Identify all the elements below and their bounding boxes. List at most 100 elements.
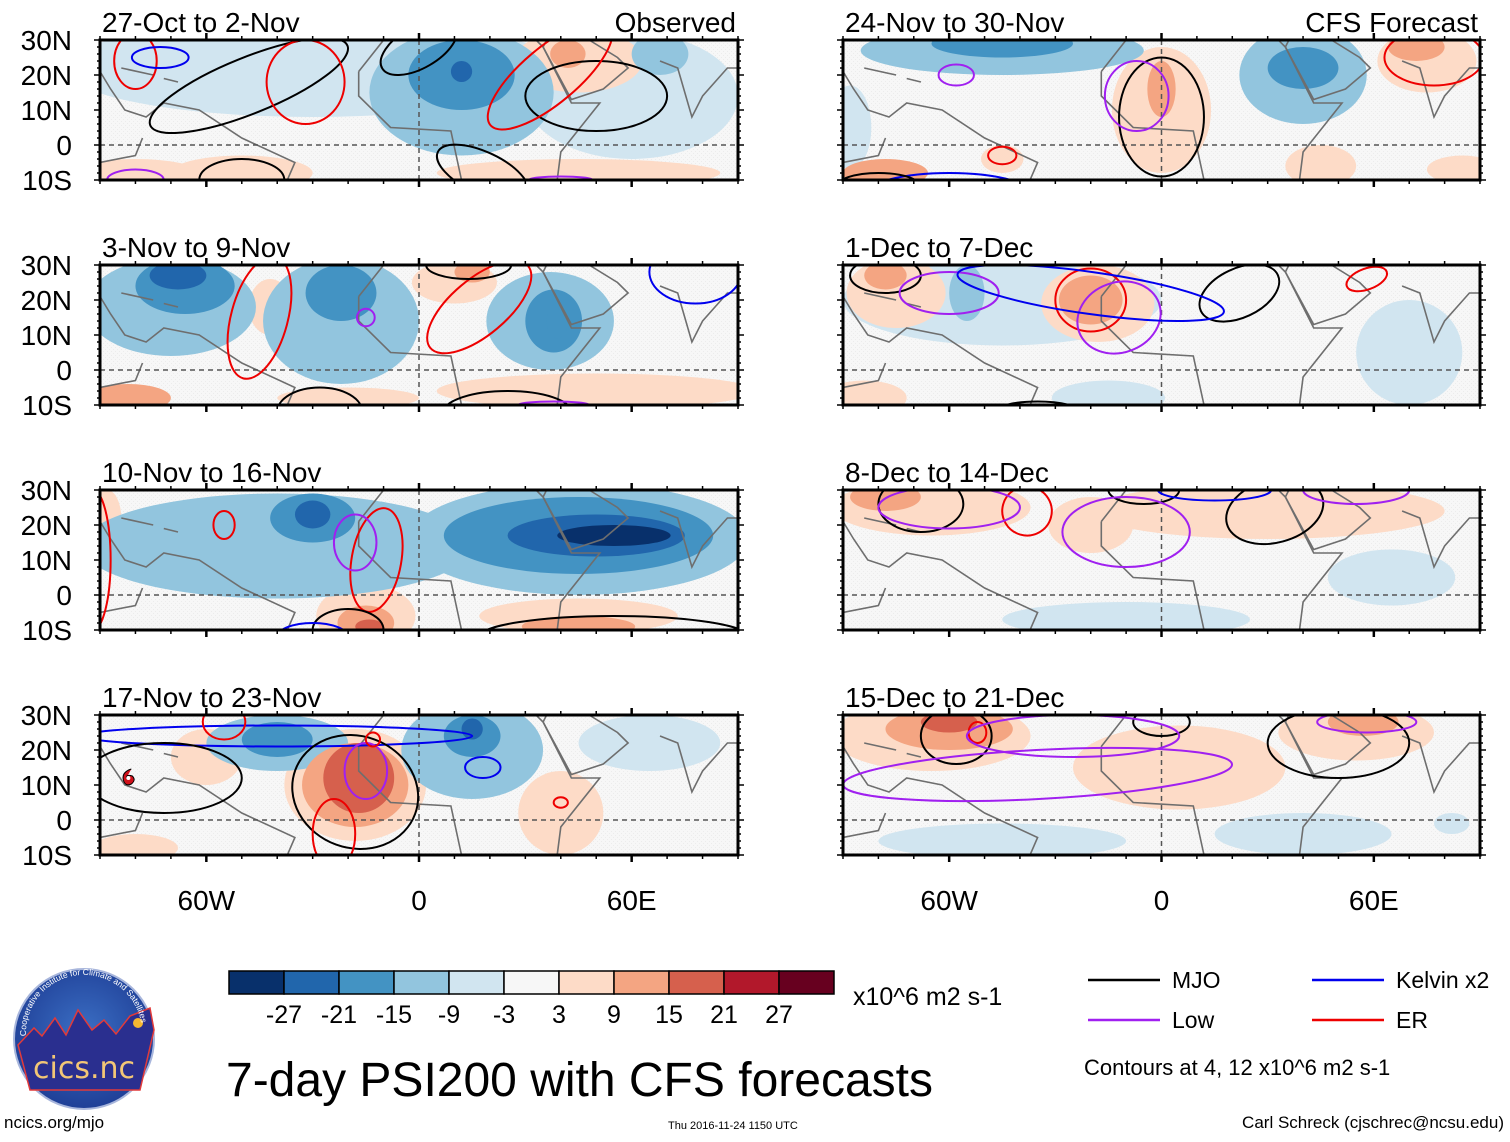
low-contour [937,63,975,87]
axis-ticks [94,708,744,862]
negative-anomaly-fill [949,265,985,321]
figure-title: 7-day PSI200 with CFS forecasts [226,1054,933,1107]
colorbar-tick-label: 15 [655,1001,683,1029]
panel-plot-area [843,265,1480,405]
panel-title: 24-Nov to 30-Nov [845,7,1064,38]
x-tick-label: 60W [178,885,236,916]
positive-anomaly-fill [100,384,171,405]
map-panel: 10-Nov to 16-Nov 30N 20N 10N 0 10S [21,457,744,646]
mjo-contour [277,386,362,405]
y-tick-label: 20N [21,510,72,541]
coastline [542,490,630,551]
colorbar-swatch [448,970,505,995]
kelvin-contour [280,622,346,630]
colorbar-swatch [558,970,615,995]
colorbar-swatch [283,970,340,995]
y-tick-label: 10S [22,390,72,421]
low-contour [332,513,378,572]
mjo-contour [1118,56,1205,178]
low-contour [1103,60,1170,132]
er-contour [1054,267,1128,333]
coastlines [843,715,1480,855]
legend-label: MJO [1172,967,1221,993]
negative-anomaly-fill [294,500,331,529]
low-contour [965,715,1181,758]
negative-anomaly-fill [263,265,419,384]
coastline [1100,265,1344,405]
panel-grid: 27-Oct to 2-Nov Observed30N20N10N010S3-No… [21,7,1486,871]
y-tick-label: 10N [21,770,72,801]
legend-label: Low [1172,1007,1215,1033]
map-panel: 3-Nov to 9-Nov 30N 20N 10N 0 10S [21,232,744,421]
mjo-contour [198,158,286,180]
coastline [906,77,922,83]
panel-plot-area [843,490,1480,630]
mjo-contour [524,60,669,132]
negative-anomaly-fill [546,303,568,339]
y-tick-label: 20N [21,60,72,91]
coastlines [843,40,1480,180]
mjo-contour [446,390,570,405]
coastline [1100,490,1344,630]
map-panel: 24-Nov to 30-Nov CFS Forecast [837,7,1486,187]
coastline [121,67,154,76]
x-tick-label: 0 [411,885,427,916]
colorbar-swatch [778,970,835,995]
panel-title: 10-Nov to 16-Nov [102,457,321,488]
panel-plot-area [843,715,1480,855]
colorbar-swatch [723,970,780,995]
cics-logo: Cooperative Institute for Climate and Sa… [13,967,155,1110]
kelvin-contour [648,265,738,305]
positive-anomaly-fill [850,490,921,511]
coastline [100,812,144,839]
legend-label: Kelvin x2 [1396,967,1489,993]
author-credit: Carl Schreck (cjschrec@ncsu.edu) [1242,1113,1504,1132]
negative-anomaly-fill [578,715,721,771]
negative-anomaly-fill [1433,813,1470,834]
colorbar-tick-label: -21 [321,1001,357,1029]
low-contour [517,400,591,405]
y-tick-label: 30N [21,25,72,56]
axis-ticks [837,708,1486,862]
mjo-contour [425,265,513,280]
x-tick-label: 0 [1154,885,1170,916]
y-tick-label: 0 [56,130,72,161]
coastline [100,295,296,405]
kelvin-contour [464,756,502,779]
colorbar-swatch [228,970,285,995]
y-tick-label: 10N [21,95,72,126]
panel-header: CFS Forecast [1305,7,1478,38]
negative-anomaly-fill [149,265,207,290]
coastlines [843,490,1480,630]
panel-title: 15-Dec to 21-Dec [845,682,1064,713]
legend: MJO Kelvin x2 Low ER [1088,967,1489,1033]
coastline [906,302,922,308]
map-panel: 27-Oct to 2-Nov Observed 30N 20N 10N 0 10S [21,7,744,196]
coastlines [100,265,738,405]
kelvin-contour [1156,490,1273,502]
coastline [100,137,144,164]
url-label[interactable]: ncics.org/mjo [4,1113,105,1132]
coastline [864,67,897,76]
positive-anomaly-fill [1048,497,1134,553]
low-contour [527,175,594,180]
er-contour [1383,40,1480,87]
mjo-contour [1107,490,1181,505]
tropical-cyclone-icon [122,768,135,786]
er-contour [311,798,357,855]
coastline [100,587,144,614]
coastline [1401,285,1480,345]
y-tick-label: 20N [21,285,72,316]
mjo-contour [1002,400,1073,405]
positive-anomaly-fill [355,619,384,630]
coastline [1284,715,1372,776]
coastline [121,517,154,526]
kelvin-contour [130,46,190,69]
mjo-contour [435,143,530,180]
coastline [843,362,887,389]
mjo-contour [919,715,993,765]
y-tick-label: 0 [56,580,72,611]
coastline [843,587,887,614]
coastline [163,752,179,758]
panel-plot-area [100,265,738,405]
